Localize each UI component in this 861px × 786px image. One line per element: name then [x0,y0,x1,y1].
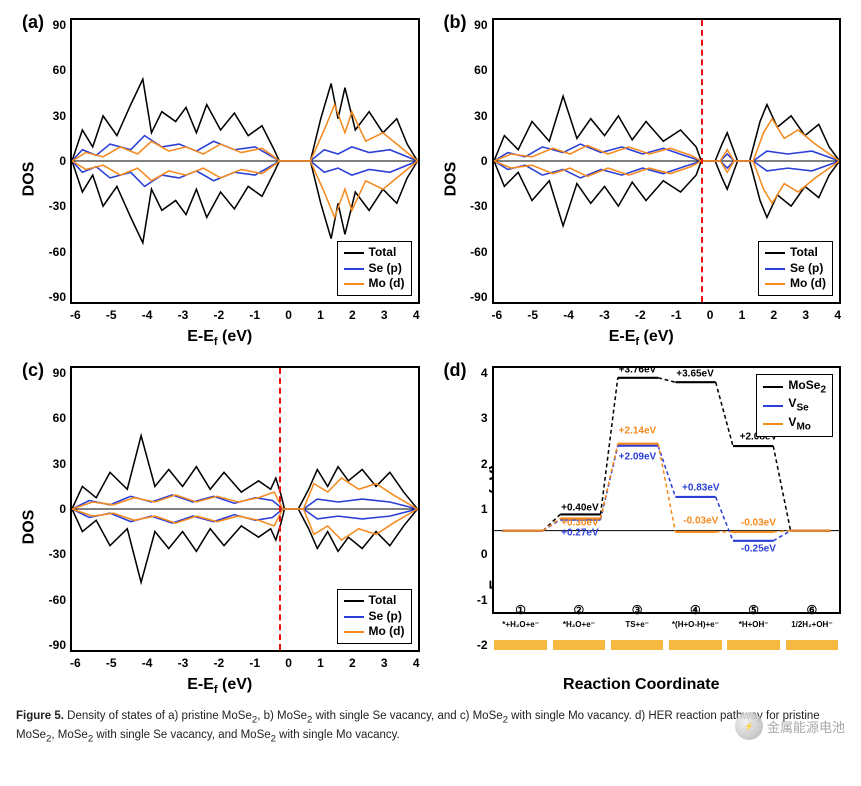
panel-a-label: (a) [22,12,44,33]
panel-c: (c) DOS 9060300-30-60-90 TotalSe (p)Mo (… [12,356,428,698]
panel-a-axes: TotalSe (p)Mo (d) [70,18,420,304]
panel-b-yticks: 9060300-30-60-90 [458,18,488,304]
watermark-icon: ⚡ [735,712,763,740]
panel-d-yticks: 43210-1-2 [458,366,488,652]
panel-d-legend: MoSe2VSeVMo [756,374,833,437]
panel-c-legend: TotalSe (p)Mo (d) [337,589,412,644]
panel-b-axes: TotalSe (p)Mo (d) [492,18,842,304]
panel-b-xticks: -6-5-4-3-2-101234 [492,308,842,322]
panel-c-axes: TotalSe (p)Mo (d) [70,366,420,652]
panel-a-yticks: 9060300-30-60-90 [36,18,66,304]
panel-b-legend: TotalSe (p)Mo (d) [758,241,833,296]
figure-caption: Figure 5. Density of states of a) pristi… [12,698,849,745]
panel-b: (b) DOS 9060300-30-60-90 TotalSe (p)Mo (… [434,8,850,350]
panel-d: (d) Free energy (eV) 43210-1-2 MoSe2VSeV… [434,356,850,698]
panel-b-label: (b) [444,12,467,33]
watermark-text: 金属能源电池 [767,717,845,736]
watermark: ⚡ 金属能源电池 [735,712,845,740]
panel-b-fermi-line [701,20,703,302]
panel-c-xlabel: E-Ef (eV) [187,676,252,696]
panel-d-label: (d) [444,360,467,381]
panel-c-label: (c) [22,360,44,381]
panel-d-xlabel: Reaction Coordinate [563,676,719,694]
panel-c-fermi-line [279,368,281,650]
panel-grid: (a) DOS 9060300-30-60-90 TotalSe (p)Mo (… [12,8,849,698]
panel-d-axes: MoSe2VSeVMo +0.40eV+0.30eV+0.27eV+3.76eV… [492,366,842,614]
panel-c-xticks: -6-5-4-3-2-101234 [70,656,420,670]
panel-a: (a) DOS 9060300-30-60-90 TotalSe (p)Mo (… [12,8,428,350]
panel-a-legend: TotalSe (p)Mo (d) [337,241,412,296]
panel-b-xlabel: E-Ef (eV) [609,328,674,348]
figure-5: (a) DOS 9060300-30-60-90 TotalSe (p)Mo (… [0,0,861,745]
panel-c-yticks: 9060300-30-60-90 [36,366,66,652]
panel-d-reaction-steps: ①*+H₂O+e⁻②*H₂O+e⁻③TS+e⁻④*(H+O-H)+e⁻⑤*H+O… [492,603,842,650]
panel-a-xlabel: E-Ef (eV) [187,328,252,348]
panel-a-xticks: -6-5-4-3-2-101234 [70,308,420,322]
